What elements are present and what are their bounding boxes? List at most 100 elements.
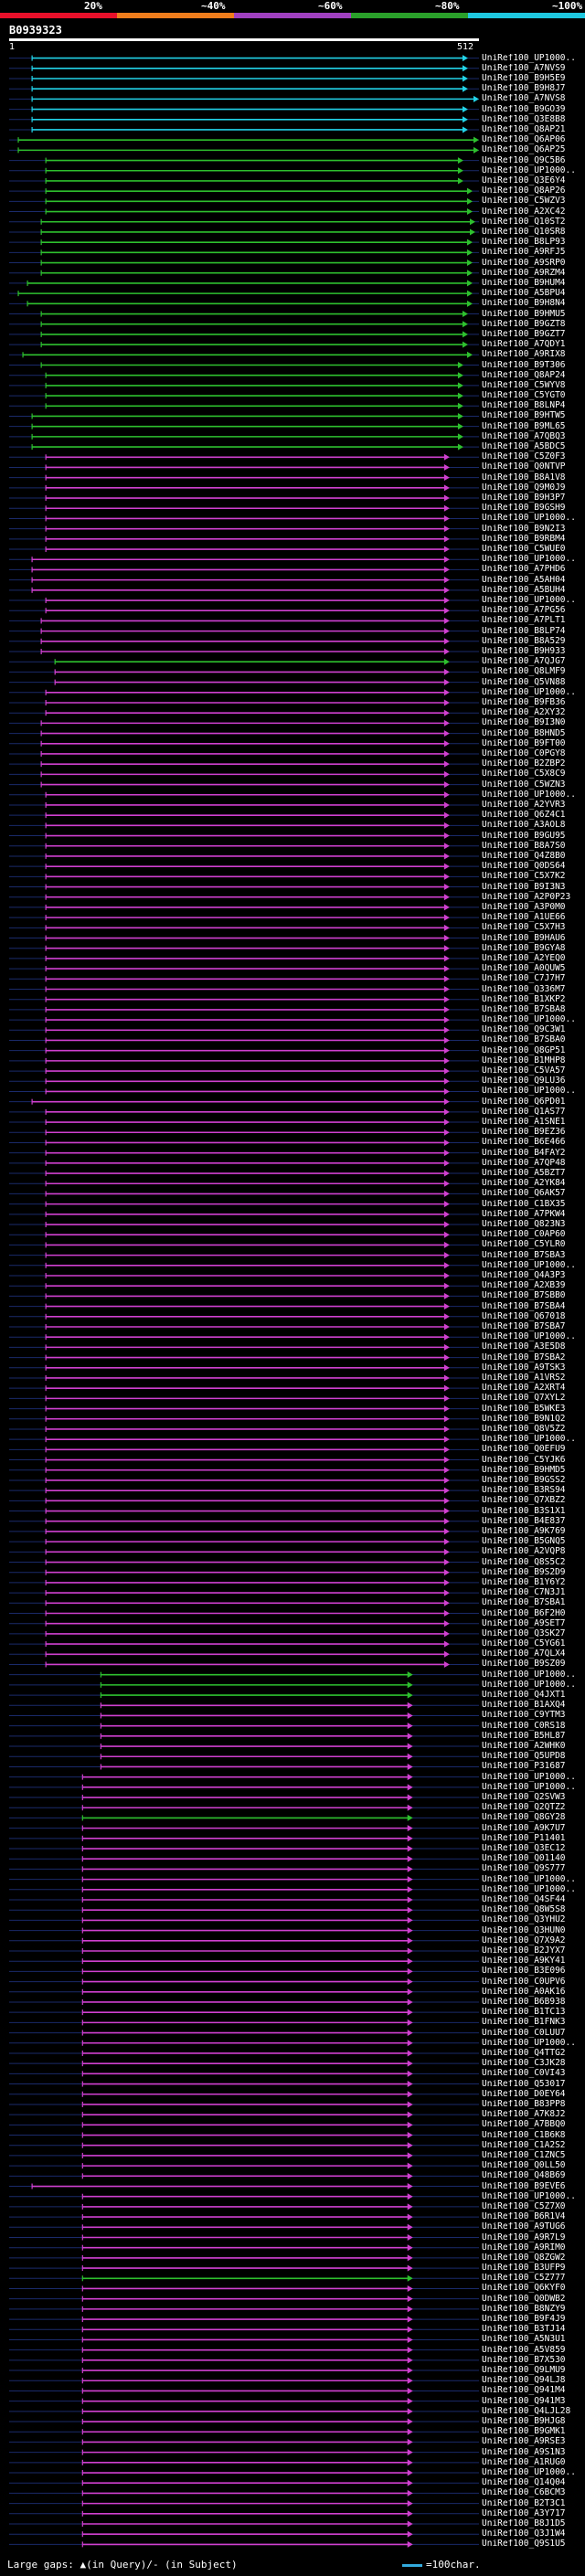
hit-label[interactable]: UniRef100_A0QUW5 [482, 964, 566, 974]
hit-label[interactable]: UniRef100_Q2SVW3 [482, 1793, 566, 1803]
hit-label[interactable]: UniRef100_Q9S777 [482, 1864, 566, 1874]
hit-label[interactable]: UniRef100_C5Z7X0 [482, 2201, 566, 2211]
hit-label[interactable]: UniRef100_A2YEQ0 [482, 953, 566, 963]
hit-label[interactable]: UniRef100_B1TC13 [482, 2008, 566, 2018]
hit-label[interactable]: UniRef100_Q4JXT1 [482, 1691, 566, 1701]
hit-label[interactable]: UniRef100_B9F4J9 [482, 2315, 566, 2325]
hit-label[interactable]: UniRef100_B9GU95 [482, 831, 566, 841]
hit-label[interactable]: UniRef100_Q4A3P3 [482, 1271, 566, 1280]
hit-label[interactable]: UniRef100_A3E5D8 [482, 1342, 566, 1352]
hit-label[interactable]: UniRef100_B9H933 [482, 647, 566, 656]
hit-label[interactable]: UniRef100_A7QP48 [482, 1158, 566, 1168]
hit-label[interactable]: UniRef100_UP1000.. [482, 1670, 576, 1680]
hit-label[interactable]: UniRef100_A1UE66 [482, 913, 566, 923]
hit-label[interactable]: UniRef100_A9R7L9 [482, 2232, 566, 2242]
hit-label[interactable]: UniRef100_C1B6K8 [482, 2130, 566, 2140]
hit-label[interactable]: UniRef100_P11401 [482, 1833, 566, 1843]
hit-label[interactable]: UniRef100_B9HUM4 [482, 278, 566, 288]
hit-label[interactable]: UniRef100_Q3E8B8 [482, 114, 566, 124]
hit-label[interactable]: UniRef100_B1XKP2 [482, 994, 566, 1004]
hit-label[interactable]: UniRef100_A9K7U7 [482, 1823, 566, 1833]
hit-label[interactable]: UniRef100_B7SBA1 [482, 1598, 566, 1608]
hit-label[interactable]: UniRef100_A9SET7 [482, 1618, 566, 1628]
hit-label[interactable]: UniRef100_UP1000.. [482, 1874, 576, 1884]
hit-label[interactable]: UniRef100_A2WHK0 [482, 1742, 566, 1752]
hit-label[interactable]: UniRef100_A2XC42 [482, 207, 566, 217]
hit-label[interactable]: UniRef100_A7NVS8 [482, 94, 566, 104]
hit-label[interactable]: UniRef100_Q6Z4C1 [482, 811, 566, 821]
hit-label[interactable]: UniRef100_B3RS94 [482, 1486, 566, 1496]
hit-label[interactable]: UniRef100_A5N3U1 [482, 2335, 566, 2345]
hit-label[interactable]: UniRef100_B9ML65 [482, 421, 566, 431]
hit-label[interactable]: UniRef100_A9RIM0 [482, 2242, 566, 2253]
hit-label[interactable]: UniRef100_UP1000.. [482, 2191, 576, 2201]
hit-label[interactable]: UniRef100_C1ZNC5 [482, 2150, 566, 2160]
hit-label[interactable]: UniRef100_B9HJG8 [482, 2417, 566, 2427]
hit-label[interactable]: UniRef100_A2XRT4 [482, 1383, 566, 1394]
hit-label[interactable]: UniRef100_A9K769 [482, 1526, 566, 1536]
hit-label[interactable]: UniRef100_C7J7H7 [482, 974, 566, 984]
hit-label[interactable]: UniRef100_Q8AP21 [482, 124, 566, 134]
hit-label[interactable]: UniRef100_A5AH04 [482, 575, 566, 585]
hit-label[interactable]: UniRef100_Q3E6Y4 [482, 175, 566, 186]
hit-label[interactable]: UniRef100_B3UFP9 [482, 2263, 566, 2274]
hit-label[interactable]: UniRef100_UP1000.. [482, 1260, 576, 1270]
hit-label[interactable]: UniRef100_B3E096 [482, 1966, 566, 1977]
hit-label[interactable]: UniRef100_B7SBA8 [482, 1004, 566, 1014]
hit-label[interactable]: UniRef100_C5Z777 [482, 2274, 566, 2284]
hit-label[interactable]: UniRef100_B1Y6Y2 [482, 1577, 566, 1587]
hit-label[interactable]: UniRef100_B9HMU5 [482, 309, 566, 319]
hit-label[interactable]: UniRef100_B9H8J7 [482, 84, 566, 94]
hit-label[interactable]: UniRef100_A3Y717 [482, 2508, 566, 2518]
hit-label[interactable]: UniRef100_A1SNE1 [482, 1118, 566, 1128]
hit-label[interactable]: UniRef100_C5X7H3 [482, 923, 566, 933]
hit-label[interactable]: UniRef100_B9EZ36 [482, 1128, 566, 1138]
hit-label[interactable]: UniRef100_A9RIX8 [482, 350, 566, 360]
hit-label[interactable]: UniRef100_Q4Z8B0 [482, 851, 566, 861]
hit-label[interactable]: UniRef100_A7BBQ0 [482, 2120, 566, 2130]
hit-label[interactable]: UniRef100_C0RS18 [482, 1721, 566, 1731]
hit-label[interactable]: UniRef100_A9S1N3 [482, 2447, 566, 2457]
hit-label[interactable]: UniRef100_B9HAU6 [482, 933, 566, 943]
hit-label[interactable]: UniRef100_Q6KYF0 [482, 2284, 566, 2294]
hit-label[interactable]: UniRef100_UP1000.. [482, 514, 576, 524]
hit-label[interactable]: UniRef100_Q4LJL28 [482, 2406, 571, 2416]
hit-label[interactable]: UniRef100_B9RBM4 [482, 534, 566, 544]
hit-label[interactable]: UniRef100_C1A2S2 [482, 2140, 566, 2150]
hit-label[interactable]: UniRef100_Q14Q04 [482, 2478, 566, 2488]
hit-label[interactable]: UniRef100_C5YJK6 [482, 1455, 566, 1465]
hit-label[interactable]: UniRef100_Q8W5S8 [482, 1905, 566, 1915]
hit-label[interactable]: UniRef100_Q8AP24 [482, 370, 566, 380]
hit-label[interactable]: UniRef100_B8A7S0 [482, 841, 566, 851]
hit-label[interactable]: UniRef100_C5Z0F3 [482, 452, 566, 462]
hit-label[interactable]: UniRef100_Q7XBZ2 [482, 1496, 566, 1506]
hit-label[interactable]: UniRef100_A3AOL8 [482, 821, 566, 831]
hit-label[interactable]: UniRef100_UP1000.. [482, 1884, 576, 1894]
hit-label[interactable]: UniRef100_Q0NTVP [482, 462, 566, 472]
hit-label[interactable]: UniRef100_A9TSK3 [482, 1362, 566, 1373]
hit-label[interactable]: UniRef100_B6B938 [482, 1997, 566, 2007]
hit-label[interactable]: UniRef100_C5WZV3 [482, 196, 566, 207]
hit-label[interactable]: UniRef100_C9YTM3 [482, 1711, 566, 1721]
hit-label[interactable]: UniRef100_C5YLR0 [482, 1240, 566, 1250]
hit-label[interactable]: UniRef100_B8A1V8 [482, 472, 566, 482]
hit-label[interactable]: UniRef100_C5VA57 [482, 1066, 566, 1076]
hit-label[interactable]: UniRef100_B8A529 [482, 636, 566, 646]
hit-label[interactable]: UniRef100_Q941M4 [482, 2386, 566, 2396]
hit-label[interactable]: UniRef100_Q336M7 [482, 984, 566, 994]
hit-label[interactable]: UniRef100_Q8LMF9 [482, 667, 566, 677]
hit-label[interactable]: UniRef100_A2YVR3 [482, 800, 566, 810]
hit-label[interactable]: UniRef100_A5BPU4 [482, 289, 566, 299]
hit-label[interactable]: UniRef100_B9FT00 [482, 738, 566, 748]
hit-label[interactable]: UniRef100_UP1000.. [482, 1782, 576, 1792]
hit-label[interactable]: UniRef100_C6BCM3 [482, 2488, 566, 2498]
hit-label[interactable]: UniRef100_Q9LMU9 [482, 2366, 566, 2376]
hit-label[interactable]: UniRef100_B8NZY9 [482, 2304, 566, 2314]
hit-label[interactable]: UniRef100_Q8S5C2 [482, 1557, 566, 1567]
hit-label[interactable]: UniRef100_A9RZM4 [482, 268, 566, 278]
hit-label[interactable]: UniRef100_Q8GP51 [482, 1045, 566, 1055]
hit-label[interactable]: UniRef100_B4E837 [482, 1516, 566, 1526]
hit-label[interactable]: UniRef100_UP1000.. [482, 1087, 576, 1097]
hit-label[interactable]: UniRef100_B7SBA2 [482, 1352, 566, 1362]
hit-label[interactable]: UniRef100_A7PG56 [482, 606, 566, 616]
